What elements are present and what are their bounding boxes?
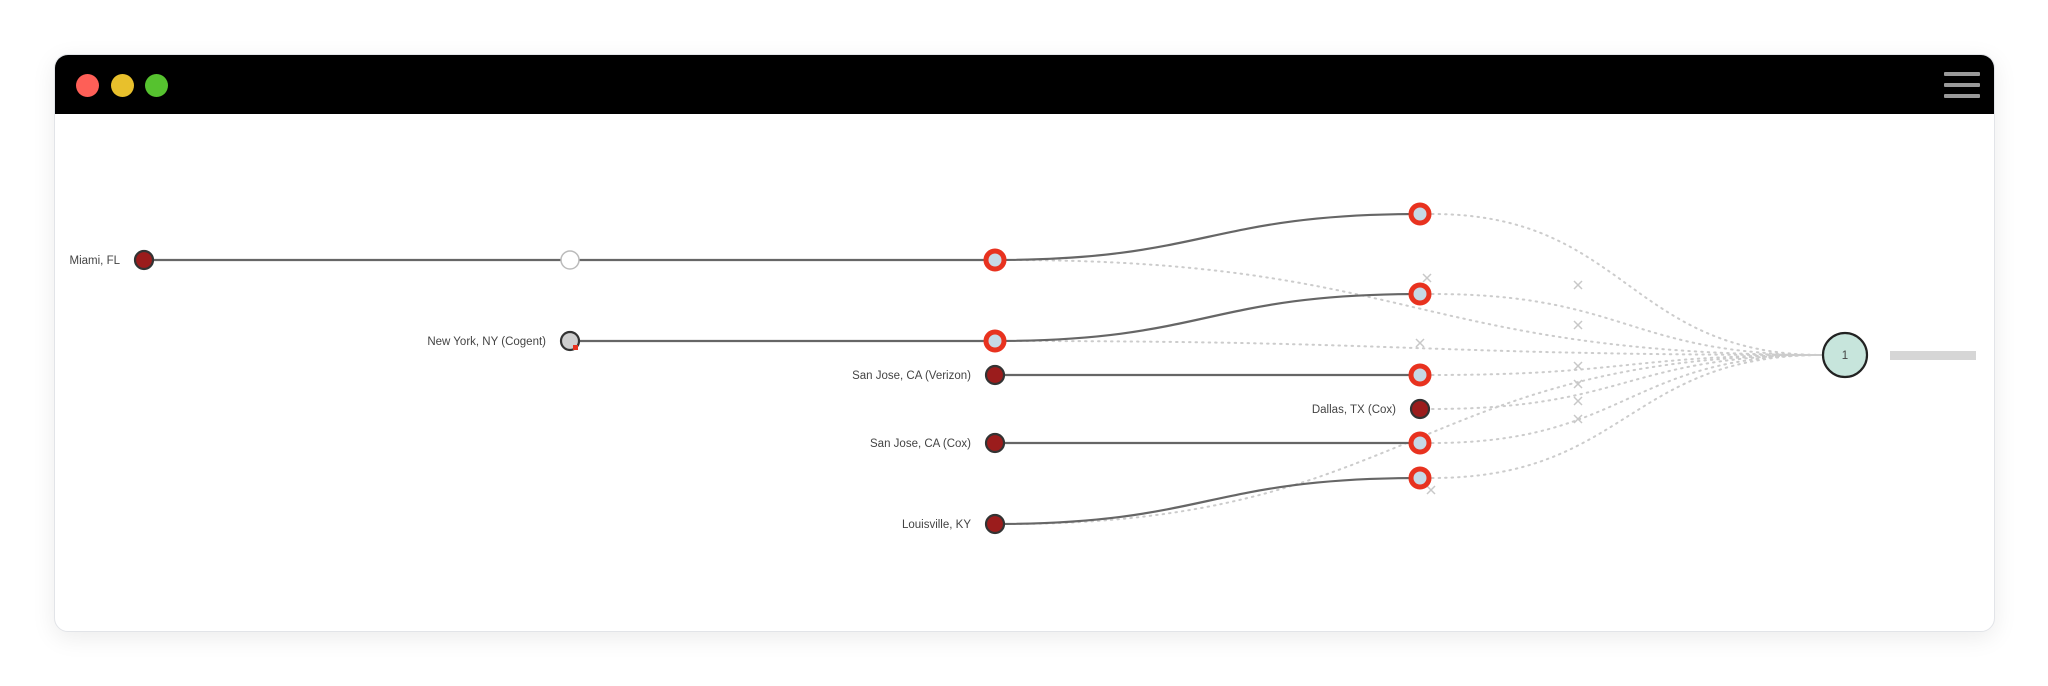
source-label: New York, NY (Cogent) xyxy=(427,336,546,348)
path-segment xyxy=(994,476,1421,526)
failed-hop-node[interactable] xyxy=(1408,363,1432,387)
x-marker-icon xyxy=(1573,396,1583,406)
path-segment xyxy=(994,212,1421,262)
source-label: San Jose, CA (Verizon) xyxy=(852,370,971,382)
x-marker-icon xyxy=(1415,338,1425,348)
x-marker-icon xyxy=(1573,379,1583,389)
dotted-path xyxy=(1006,259,1824,356)
target-label: 1 xyxy=(1842,350,1848,362)
x-marker-icon xyxy=(1422,273,1432,283)
alert-marker-icon xyxy=(573,345,578,350)
source-node[interactable] xyxy=(1409,398,1431,420)
x-marker-icon xyxy=(1573,361,1583,371)
target-node[interactable] xyxy=(1821,331,1869,379)
failed-hop-node[interactable] xyxy=(983,329,1007,353)
failed-hop-node[interactable] xyxy=(983,248,1007,272)
dotted-path xyxy=(1431,213,1824,356)
source-label: Miami, FL xyxy=(70,255,121,267)
x-marker-icon xyxy=(1573,414,1583,424)
failed-hop-node[interactable] xyxy=(1408,202,1432,226)
dotted-path xyxy=(1431,354,1824,444)
dotted-path xyxy=(1006,354,1824,525)
failed-hop-node[interactable] xyxy=(1408,431,1432,455)
path-segment xyxy=(994,292,1421,343)
failed-hop-node[interactable] xyxy=(1408,466,1432,490)
minimize-button[interactable] xyxy=(111,74,134,97)
dotted-path xyxy=(1431,354,1824,376)
source-node[interactable] xyxy=(984,432,1006,454)
title-bar xyxy=(55,55,1994,114)
close-button[interactable] xyxy=(76,74,99,97)
source-node[interactable] xyxy=(133,249,155,271)
browser-window xyxy=(54,54,1995,632)
redacted-label xyxy=(1890,351,1976,360)
failed-hop-node[interactable] xyxy=(1408,282,1432,306)
source-label: Dallas, TX (Cox) xyxy=(1312,404,1396,416)
hamburger-icon[interactable] xyxy=(1944,72,1980,98)
dotted-path xyxy=(1006,340,1824,356)
x-marker-icon xyxy=(1573,280,1583,290)
x-marker-icon xyxy=(1573,320,1583,330)
maximize-button[interactable] xyxy=(145,74,168,97)
source-node[interactable] xyxy=(984,364,1006,386)
dotted-path xyxy=(1431,354,1824,410)
x-marker-icon xyxy=(1426,485,1436,495)
hop-node[interactable] xyxy=(560,250,580,270)
source-label: San Jose, CA (Cox) xyxy=(870,438,971,450)
dotted-path xyxy=(1431,354,1824,479)
source-node[interactable] xyxy=(984,513,1006,535)
source-label: Louisville, KY xyxy=(902,519,971,531)
